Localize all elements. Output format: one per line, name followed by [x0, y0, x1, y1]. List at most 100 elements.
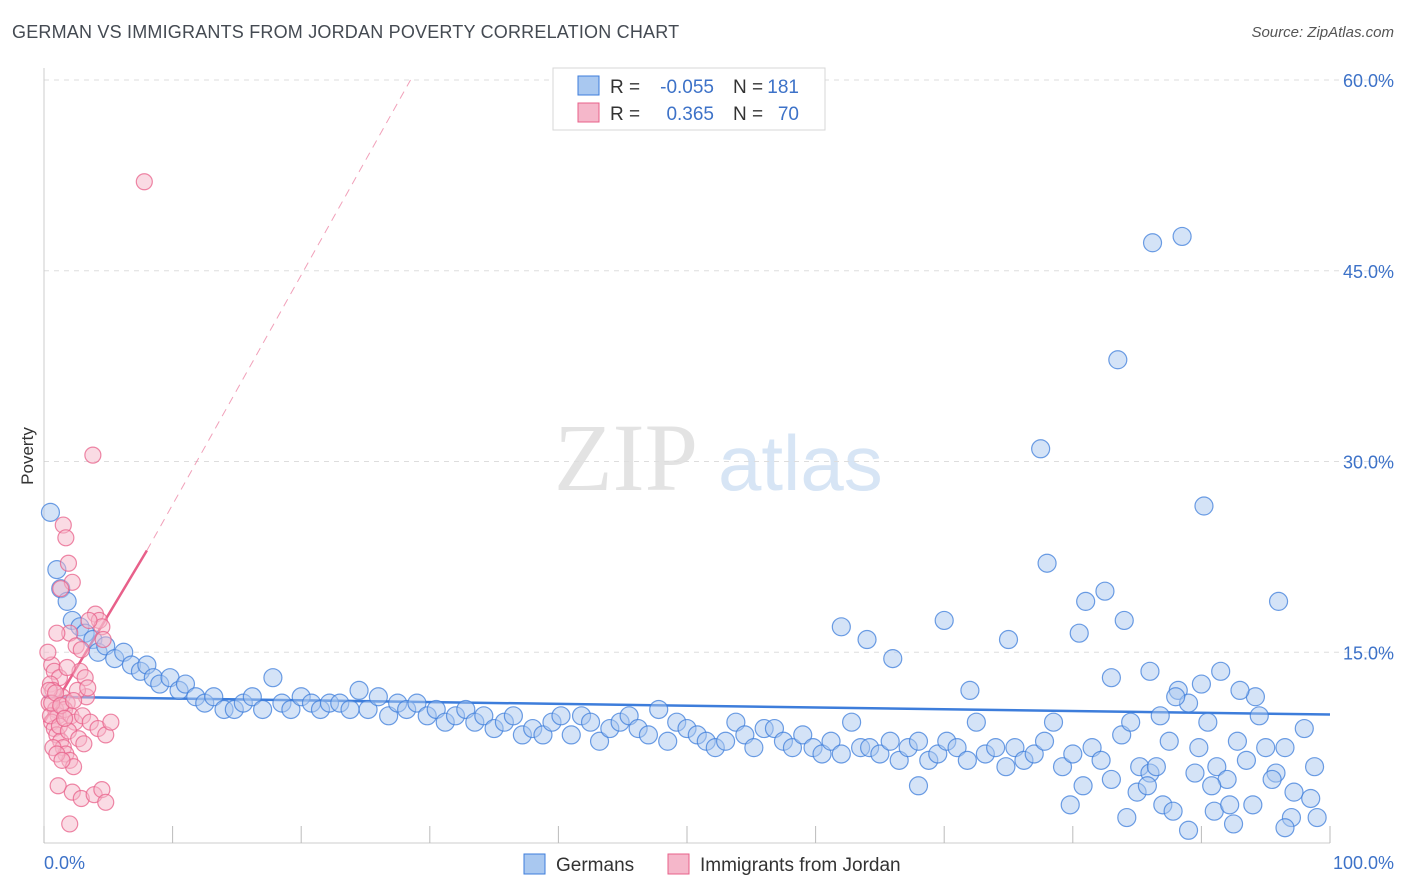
point-germans-101 — [966, 712, 986, 732]
point-jordan-12 — [48, 624, 66, 642]
point-germans-161 — [1101, 668, 1121, 688]
point-germans-176 — [1163, 801, 1183, 821]
point-germans-138 — [831, 617, 851, 637]
point-germans-173 — [1220, 795, 1240, 815]
point-germans-100 — [957, 750, 977, 770]
bottom-legend: Germans Immigrants from Jordan — [523, 853, 901, 876]
point-germans-114 — [1091, 750, 1111, 770]
point-germans-26 — [242, 687, 262, 707]
point-jordan-69 — [72, 641, 90, 659]
point-germans-95 — [908, 731, 929, 751]
point-germans-125 — [1198, 712, 1218, 732]
point-germans-19 — [175, 674, 196, 694]
y-tick-label-60: 60.0% — [1343, 71, 1394, 91]
point-germans-166 — [1223, 814, 1244, 834]
point-germans-179 — [1117, 807, 1137, 828]
y-tick-label-45: 45.0% — [1343, 262, 1394, 282]
point-germans-141 — [934, 610, 954, 631]
legend-n-value-0: 181 — [767, 77, 799, 98]
trend-lines — [42, 79, 1331, 723]
point-germans-134 — [1284, 782, 1304, 802]
point-jordan-1 — [84, 446, 102, 464]
point-germans-99 — [947, 738, 967, 758]
point-germans-174 — [1202, 776, 1222, 796]
point-germans-69 — [658, 731, 678, 751]
point-germans-117 — [1121, 712, 1141, 732]
point-germans-160 — [1095, 581, 1115, 601]
point-germans-142 — [960, 680, 980, 701]
point-jordan-0 — [135, 173, 153, 191]
point-germans-129 — [1236, 750, 1257, 770]
point-germans-103 — [986, 738, 1006, 758]
point-germans-135 — [1294, 718, 1314, 739]
x-tick-label-min: 0.0% — [44, 853, 85, 873]
point-germans-172 — [1275, 818, 1295, 838]
bottom-legend-swatch-germans — [523, 853, 546, 875]
point-germans-170 — [1301, 788, 1321, 809]
bottom-legend-germans: Germans — [556, 855, 634, 876]
point-germans-149 — [1191, 674, 1212, 694]
grid-lines — [44, 79, 1394, 653]
point-germans-147 — [1140, 661, 1160, 681]
watermark-atlas: atlas — [718, 419, 883, 507]
point-jordan-41 — [102, 713, 120, 731]
point-germans-126 — [1207, 757, 1227, 777]
point-germans-164 — [1178, 820, 1199, 840]
point-germans-88 — [842, 712, 862, 732]
point-germans-30 — [281, 699, 301, 720]
point-germans-155 — [1211, 661, 1231, 681]
legend-swatch-jordan — [577, 102, 600, 123]
point-germans-67 — [638, 725, 659, 745]
point-germans-158 — [1268, 591, 1289, 611]
point-germans-143 — [998, 629, 1019, 650]
point-germans-171 — [1307, 807, 1327, 828]
point-jordan-4 — [59, 554, 78, 572]
point-germans-154 — [1194, 496, 1214, 516]
point-germans-107 — [1024, 744, 1044, 764]
point-jordan-67 — [94, 630, 112, 649]
tick-labels: 15.0% 30.0% 45.0% 60.0% 0.0% 100.0% — [44, 71, 1394, 873]
point-germans-91 — [870, 744, 890, 764]
point-germans-136 — [1304, 757, 1325, 777]
y-axis-title: Poverty — [18, 427, 37, 485]
point-germans-87 — [831, 744, 851, 764]
y-tick-label-15: 15.0% — [1343, 643, 1394, 663]
point-germans-109 — [1043, 712, 1064, 732]
point-germans-38 — [358, 699, 378, 720]
watermark-zip: ZIP — [554, 404, 698, 511]
point-germans-146 — [1114, 610, 1134, 631]
point-germans-121 — [1159, 731, 1179, 751]
data-points — [39, 173, 1327, 840]
point-germans-120 — [1150, 706, 1170, 726]
point-germans-36 — [340, 699, 360, 720]
point-germans-53 — [503, 706, 523, 726]
legend-n-value-1: 70 — [778, 104, 799, 125]
point-jordan-44 — [39, 643, 57, 661]
point-germans-178 — [1137, 776, 1157, 796]
legend-n-label-1: N = — [733, 104, 763, 125]
point-germans-22 — [204, 687, 224, 707]
point-germans-58 — [551, 706, 571, 726]
point-germans-180 — [1060, 795, 1080, 815]
point-jordan-52 — [53, 751, 71, 769]
point-germans-61 — [580, 712, 601, 732]
legend-r-label-0: R = — [610, 77, 640, 98]
point-germans-92 — [880, 731, 900, 751]
point-jordan-10 — [80, 611, 98, 630]
point-germans-86 — [821, 731, 841, 751]
point-germans-144 — [1037, 553, 1057, 573]
legend-n-label-0: N = — [733, 77, 763, 98]
point-germans-108 — [1034, 731, 1055, 751]
point-germans-167 — [1243, 795, 1263, 815]
point-germans-124 — [1189, 738, 1209, 758]
legend-swatch-germans — [577, 75, 600, 96]
point-germans-131 — [1256, 738, 1276, 758]
point-germans-83 — [793, 725, 813, 745]
point-germans-0 — [40, 502, 61, 522]
point-germans-78 — [744, 738, 764, 758]
point-germans-37 — [349, 680, 369, 701]
point-germans-115 — [1101, 769, 1121, 790]
point-jordan-3 — [57, 529, 75, 547]
legend-r-value-0: -0.055 — [660, 77, 714, 98]
